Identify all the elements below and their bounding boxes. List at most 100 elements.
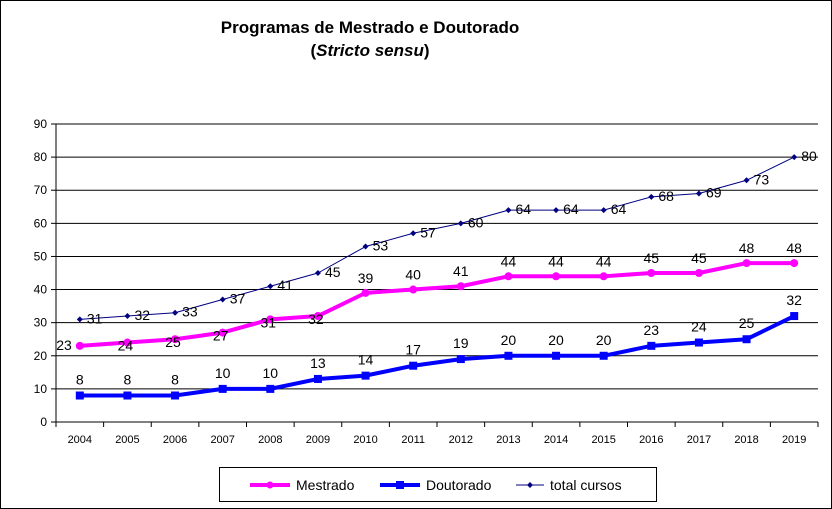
data-label: 57 xyxy=(420,224,436,240)
data-label: 37 xyxy=(230,290,246,306)
data-point xyxy=(600,207,607,214)
data-label: 68 xyxy=(658,188,674,204)
data-point xyxy=(409,361,418,370)
x-tick-label: 2010 xyxy=(353,434,377,446)
y-tick-label: 30 xyxy=(34,316,48,330)
data-point xyxy=(75,341,84,350)
legend-item-doutorado: Doutorado xyxy=(380,468,491,501)
data-label: 53 xyxy=(373,238,389,254)
legend-item-mestrado: Mestrado xyxy=(250,468,354,501)
data-point xyxy=(648,193,655,200)
data-point xyxy=(313,312,322,321)
x-tick-label: 2016 xyxy=(639,434,663,446)
data-point xyxy=(361,288,370,297)
subtitle-close-paren: ) xyxy=(423,41,430,60)
x-tick-label: 2014 xyxy=(544,434,568,446)
data-point xyxy=(456,282,465,291)
x-tick-label: 2017 xyxy=(687,434,711,446)
data-point xyxy=(219,296,226,303)
data-label: 45 xyxy=(325,264,341,280)
data-point xyxy=(599,351,608,360)
data-point xyxy=(171,391,180,400)
data-label: 44 xyxy=(501,253,517,269)
data-point xyxy=(552,351,561,360)
data-point xyxy=(457,220,464,227)
data-point xyxy=(76,316,83,323)
chart-legend: Mestrado Doutorado total cursos xyxy=(219,467,657,502)
data-label: 39 xyxy=(358,270,374,286)
data-label: 73 xyxy=(754,171,770,187)
data-label: 64 xyxy=(515,201,531,217)
y-tick-label: 40 xyxy=(34,283,48,297)
legend-swatch-doutorado xyxy=(380,480,420,489)
data-label: 23 xyxy=(644,322,660,338)
series-line-2 xyxy=(79,156,795,320)
data-label: 44 xyxy=(548,253,564,269)
x-tick-label: 2007 xyxy=(210,434,234,446)
x-tick-label: 2009 xyxy=(306,434,330,446)
data-point xyxy=(123,391,132,400)
y-tick-label: 0 xyxy=(40,415,47,429)
data-label: 20 xyxy=(501,332,517,348)
data-point xyxy=(124,313,131,320)
data-label: 41 xyxy=(277,277,293,293)
data-point xyxy=(791,154,798,161)
data-point xyxy=(456,355,465,364)
data-point xyxy=(267,283,274,290)
data-label: 8 xyxy=(76,372,84,388)
chart-title: Programas de Mestrado e Doutorado xyxy=(220,18,520,37)
data-label: 20 xyxy=(596,332,612,348)
data-label: 25 xyxy=(739,315,755,331)
x-tick-label: 2004 xyxy=(68,434,92,446)
data-point xyxy=(313,374,322,383)
data-point xyxy=(695,190,702,197)
data-label: 64 xyxy=(611,201,627,217)
data-point xyxy=(504,351,513,360)
data-label: 32 xyxy=(308,311,324,327)
data-label: 45 xyxy=(691,250,707,266)
y-tick-label: 60 xyxy=(34,216,48,230)
data-label: 41 xyxy=(453,263,469,279)
data-point xyxy=(505,207,512,214)
data-label: 40 xyxy=(405,267,421,283)
data-point xyxy=(742,259,751,268)
data-point xyxy=(409,285,418,294)
data-point xyxy=(75,391,84,400)
legend-label-doutorado: Doutorado xyxy=(426,476,492,493)
data-label: 31 xyxy=(261,314,277,330)
data-point xyxy=(266,315,275,324)
data-point xyxy=(553,207,560,214)
y-tick-label: 90 xyxy=(34,117,48,131)
data-point xyxy=(218,384,227,393)
data-label: 80 xyxy=(801,148,817,164)
x-tick-label: 2015 xyxy=(591,434,615,446)
y-tick-label: 50 xyxy=(34,249,48,263)
data-label: 69 xyxy=(706,185,722,201)
data-point xyxy=(790,259,799,268)
data-point xyxy=(694,269,703,277)
data-point xyxy=(218,328,227,337)
series-line-1 xyxy=(79,314,796,398)
data-point xyxy=(314,270,321,276)
y-tick-label: 10 xyxy=(34,382,48,396)
data-label: 60 xyxy=(468,214,484,230)
data-point xyxy=(361,371,370,380)
x-tick-label: 2018 xyxy=(734,434,758,446)
data-point xyxy=(743,177,750,184)
data-label: 27 xyxy=(213,328,229,344)
data-label: 31 xyxy=(87,310,103,326)
subtitle-open-paren: ( xyxy=(310,41,317,60)
data-label: 64 xyxy=(563,201,579,217)
legend-label-mestrado: Mestrado xyxy=(296,476,355,493)
data-label: 19 xyxy=(453,335,469,351)
data-label: 23 xyxy=(56,337,72,353)
y-tick-label: 80 xyxy=(34,150,48,164)
x-tick-label: 2012 xyxy=(449,434,473,446)
x-tick-label: 2013 xyxy=(496,434,520,446)
data-point xyxy=(742,335,751,344)
x-tick-label: 2011 xyxy=(401,434,425,446)
data-point xyxy=(504,272,513,281)
subtitle-italic-text: Stricto sensu xyxy=(316,41,424,60)
